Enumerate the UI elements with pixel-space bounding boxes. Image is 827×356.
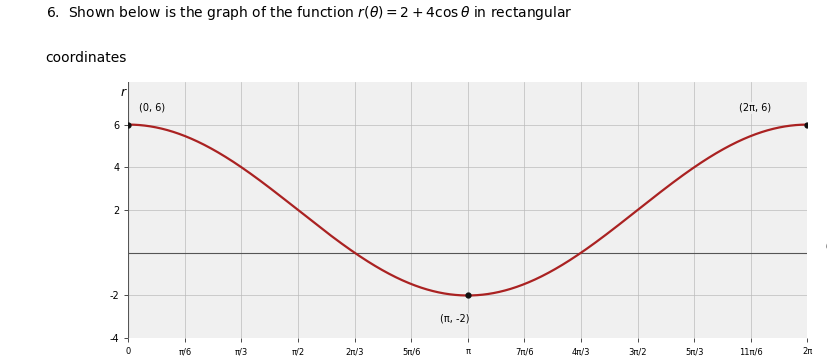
Text: r: r bbox=[120, 86, 126, 99]
Text: $\theta$: $\theta$ bbox=[825, 238, 827, 253]
Text: (π, -2): (π, -2) bbox=[440, 314, 469, 324]
Text: coordinates: coordinates bbox=[45, 51, 127, 65]
Text: 6.  Shown below is the graph of the function $r(\theta) = 2 + 4\cos\theta$ in re: 6. Shown below is the graph of the funct… bbox=[45, 4, 571, 22]
Text: (0, 6): (0, 6) bbox=[139, 103, 165, 113]
Text: (2π, 6): (2π, 6) bbox=[738, 103, 770, 113]
